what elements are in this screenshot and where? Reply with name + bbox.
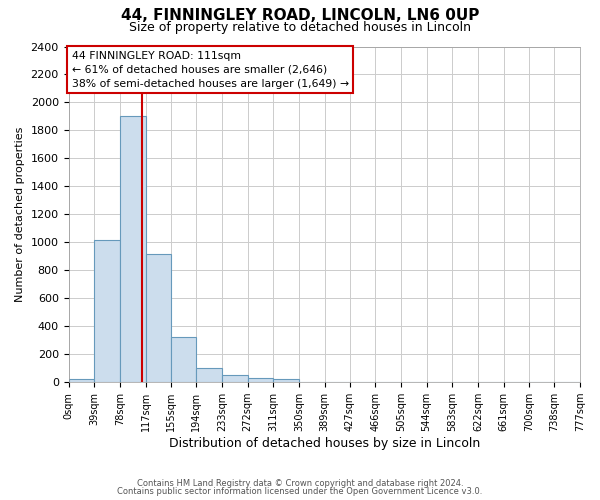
Bar [146,254,170,382]
Text: 44, FINNINGLEY ROAD, LINCOLN, LN6 0UP: 44, FINNINGLEY ROAD, LINCOLN, LN6 0UP [121,8,479,22]
Text: Size of property relative to detached houses in Lincoln: Size of property relative to detached ho… [129,21,471,34]
Bar [68,380,94,382]
Bar [248,378,273,382]
Y-axis label: Number of detached properties: Number of detached properties [15,126,25,302]
Bar [170,338,196,382]
Text: Contains public sector information licensed under the Open Government Licence v3: Contains public sector information licen… [118,487,482,496]
X-axis label: Distribution of detached houses by size in Lincoln: Distribution of detached houses by size … [169,437,480,450]
Bar [196,368,222,382]
Text: Contains HM Land Registry data © Crown copyright and database right 2024.: Contains HM Land Registry data © Crown c… [137,478,463,488]
Bar [94,240,120,382]
Bar [222,375,248,382]
Bar [120,116,146,382]
Text: 44 FINNINGLEY ROAD: 111sqm
← 61% of detached houses are smaller (2,646)
38% of s: 44 FINNINGLEY ROAD: 111sqm ← 61% of deta… [72,50,349,88]
Bar [273,380,299,382]
